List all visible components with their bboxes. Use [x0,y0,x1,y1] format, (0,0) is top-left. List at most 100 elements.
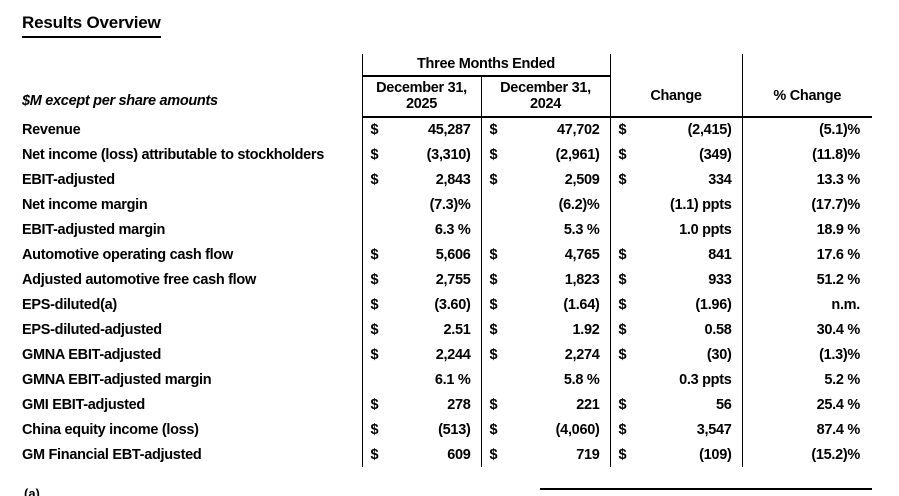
dollar-sign: $ [618,346,627,363]
cell-c2025: 6.3 % [361,217,481,242]
cell-value: 5.8 % [563,371,600,388]
dollar-sign: $ [489,171,498,188]
row-label: Net income margin [22,196,148,213]
cell-c2024: $ (1.64) [480,292,610,317]
cell-c2025: $ (3.60) [361,292,481,317]
dollar-sign: $ [489,296,498,313]
cell-c2024: 5.3 % [480,217,610,242]
table-row: Adjusted automotive free cash flow $2,755… [22,267,872,292]
cell-value: 5.3 % [563,221,600,238]
group-header-spacer-change [609,54,742,76]
dollar-sign: $ [489,246,498,263]
cell-value: 3,547 [696,421,732,438]
table-row: Net income (loss) attributable to stockh… [22,142,872,167]
cell-value: 1,823 [564,271,600,288]
cell-value: 1.92 [572,321,600,338]
group-header-row: Three Months Ended [22,54,872,77]
cell-pct-change: 5.2 % [741,367,872,392]
cell-change: $933 [609,267,742,292]
page-title: Results Overview [22,13,161,38]
dollar-sign: $ [370,321,379,338]
dollar-sign: $ [618,122,627,138]
cell-c2024: $1.92 [480,317,610,342]
cell-change: $ (349) [609,142,742,167]
table-header: Three Months Ended $M except per share a… [22,54,872,118]
cell-change: $56 [609,392,742,417]
cell-pct-change: 13.3 % [741,167,872,192]
cell-c2025: $2,755 [361,267,481,292]
group-header-spacer-pct-change [741,54,872,76]
dollar-sign: $ [618,146,627,163]
cell-value: (2,415) [687,122,732,138]
dollar-sign: $ [618,421,627,438]
cell-value: (1.64) [563,296,600,313]
dollar-sign: $ [618,321,627,338]
column-header-change: Change [609,76,742,118]
row-label: Net income (loss) attributable to stockh… [22,146,325,163]
cell-value: (109) [699,446,732,463]
cell-value: 334 [708,171,732,188]
cell-c2025: $5,606 [361,242,481,267]
cell-pct-change: (1.3)% [741,342,872,367]
cell-pct-change: (15.2)% [741,442,872,467]
table-row: GMNA EBIT-adjusted margin 6.1 % 5.8 % 0.3 p… [22,367,872,392]
cell-pct-change: n.m. [741,292,872,317]
table-row: EBIT-adjusted margin 6.3 % 5.3 % 1.0 ppts 18… [22,217,872,242]
cell-value: 45,287 [427,122,471,138]
row-label: EPS-diluted(a) [22,296,117,313]
cell-change: $ (1.96) [609,292,742,317]
cell-value: 5,606 [435,246,471,263]
cell-change: (1.1) ppts [609,192,742,217]
table-row: EPS-diluted(a) $ (3.60) $ (1.64) $ (1.96) n.m. [22,292,872,317]
dollar-sign: $ [370,146,379,163]
cell-c2025: $2.51 [361,317,481,342]
cell-change: $ (30) [609,342,742,367]
cell-value: 6.3 % [434,221,471,238]
cell-value: 841 [708,246,732,263]
cell-value: (3,310) [426,146,471,163]
dollar-sign: $ [370,421,379,438]
table-row: Revenue $45,287 $47,702 $ (2,415) (5.1)% [22,117,872,142]
dollar-sign: $ [489,421,498,438]
table-row: Automotive operating cash flow $5,606 $4,7… [22,242,872,267]
dollar-sign: $ [370,246,379,263]
dollar-sign: $ [489,346,498,363]
dollar-sign: $ [489,271,498,288]
cell-value: 2,843 [435,171,471,188]
cell-value: 933 [708,271,732,288]
cell-value: 2,509 [564,171,600,188]
row-label: EPS-diluted-adjusted [22,321,162,338]
dollar-sign: $ [370,346,379,363]
dollar-sign: $ [618,171,627,188]
cell-c2024: $2,509 [480,167,610,192]
cell-pct-change: (11.8)% [741,142,872,167]
cell-c2025: 6.1 % [361,367,481,392]
cell-pct-change: 17.6 % [741,242,872,267]
cell-c2024: $221 [480,392,610,417]
cell-c2025: $45,287 [361,117,481,142]
cell-value: (6.2)% [558,196,600,213]
cell-c2025: $2,244 [361,342,481,367]
cell-change: 0.3 ppts [609,367,742,392]
cell-value: 719 [576,446,600,463]
dollar-sign: $ [489,396,498,413]
cell-value: 47,702 [556,122,600,138]
cell-c2024: 5.8 % [480,367,610,392]
cell-value: (2,961) [555,146,600,163]
dollar-sign: $ [618,271,627,288]
cell-change: 1.0 ppts [609,217,742,242]
cell-value: (513) [438,421,471,438]
table-row: Net income margin (7.3)% (6.2)% (1.1) ppts (… [22,192,872,217]
cell-c2024: $719 [480,442,610,467]
cell-change: $ (2,415) [609,117,742,142]
cell-c2024: $ (4,060) [480,417,610,442]
table-row: EPS-diluted-adjusted $2.51 $1.92 $0.58 30.4 … [22,317,872,342]
dollar-sign: $ [370,122,379,138]
cell-value: (3.60) [434,296,471,313]
cell-pct-change: (5.1)% [741,117,872,142]
row-label: Automotive operating cash flow [22,246,233,263]
dollar-sign: $ [618,396,627,413]
cell-pct-change: 30.4 % [741,317,872,342]
column-header-dec-31-2024: December 31, 2024 [480,76,610,118]
row-label: Adjusted automotive free cash flow [22,271,256,288]
